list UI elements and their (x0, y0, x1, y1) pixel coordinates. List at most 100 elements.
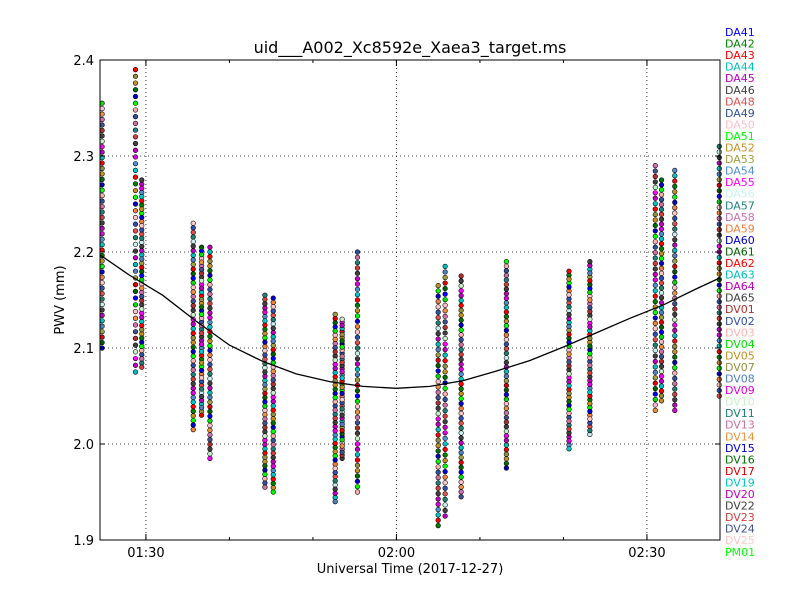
data-point (716, 227, 722, 233)
data-point (503, 350, 509, 356)
legend-entry: DA54 (725, 165, 755, 178)
data-point (262, 301, 268, 307)
data-point (442, 402, 448, 408)
data-point (458, 317, 464, 323)
data-point (207, 408, 213, 415)
data-point (435, 522, 441, 529)
legend-entry: DV13 (725, 419, 755, 432)
data-point (132, 362, 139, 368)
data-point (672, 194, 678, 200)
data-point (672, 183, 678, 189)
data-point (354, 281, 361, 287)
data-point (270, 489, 276, 495)
data-point (332, 457, 338, 463)
data-point (435, 304, 441, 310)
data-point (652, 222, 658, 229)
data-point (139, 356, 145, 362)
data-point (442, 335, 448, 342)
data-point (658, 221, 665, 227)
data-point (442, 485, 448, 491)
data-point (716, 171, 722, 177)
data-point (354, 414, 361, 420)
data-point (132, 154, 139, 160)
data-point (458, 450, 464, 456)
data-point (139, 343, 145, 350)
data-point (190, 261, 196, 268)
data-point (435, 475, 441, 481)
data-point (716, 332, 722, 338)
data-point (132, 369, 139, 375)
data-point (190, 252, 196, 258)
data-point (132, 221, 139, 227)
data-point (503, 433, 509, 439)
data-point (262, 318, 268, 324)
data-point (354, 329, 361, 335)
data-point (207, 249, 213, 255)
data-point (458, 479, 464, 485)
data-point (262, 484, 268, 490)
data-point (716, 182, 722, 188)
data-point (132, 181, 139, 187)
data-point (207, 310, 213, 316)
data-point (566, 268, 572, 274)
data-point (207, 390, 213, 396)
data-point (270, 454, 276, 461)
data-point (716, 160, 722, 166)
data-point (435, 411, 441, 417)
data-point (270, 450, 276, 456)
data-point (566, 438, 572, 444)
data-point (332, 486, 338, 492)
data-point (270, 485, 276, 491)
data-point (566, 446, 572, 452)
data-point (716, 221, 722, 227)
data-point (458, 381, 464, 387)
data-point (198, 311, 205, 318)
data-points (99, 66, 722, 529)
data-point (587, 289, 593, 295)
data-point (207, 422, 213, 429)
data-point (207, 263, 213, 269)
x-tick-label: 02:00 (378, 546, 415, 561)
data-point (658, 197, 665, 203)
data-point (262, 335, 268, 341)
data-point (458, 366, 464, 372)
data-point (270, 441, 276, 448)
data-point (442, 441, 448, 447)
data-point (672, 279, 678, 286)
data-point (207, 432, 213, 438)
data-point (270, 407, 276, 413)
data-point (354, 430, 361, 436)
data-point (270, 334, 276, 340)
data-point (435, 448, 441, 454)
data-point (132, 268, 139, 274)
data-point (132, 174, 139, 180)
data-point (503, 456, 509, 462)
data-point (435, 459, 441, 465)
data-point (339, 412, 345, 418)
data-point (442, 313, 448, 319)
legend-entry: DA63 (725, 269, 755, 282)
data-point (652, 396, 658, 403)
data-point (716, 210, 722, 216)
data-point (190, 225, 196, 231)
data-point (207, 366, 213, 372)
data-point (435, 400, 441, 406)
data-point (503, 414, 509, 421)
x-axis-label: Universal Time (2017-12-27) (317, 562, 504, 577)
data-point (262, 463, 268, 469)
data-point (207, 244, 213, 250)
data-point (332, 336, 338, 342)
data-point (458, 474, 464, 480)
data-point (435, 517, 441, 523)
data-point (139, 194, 145, 200)
data-point (270, 433, 276, 439)
data-point (207, 441, 213, 447)
data-point (442, 430, 448, 436)
data-point (672, 242, 678, 248)
data-point (442, 319, 448, 325)
data-point (339, 427, 345, 434)
data-point (132, 235, 139, 241)
data-point (270, 429, 276, 435)
data-point (132, 295, 139, 301)
data-point (716, 204, 722, 211)
